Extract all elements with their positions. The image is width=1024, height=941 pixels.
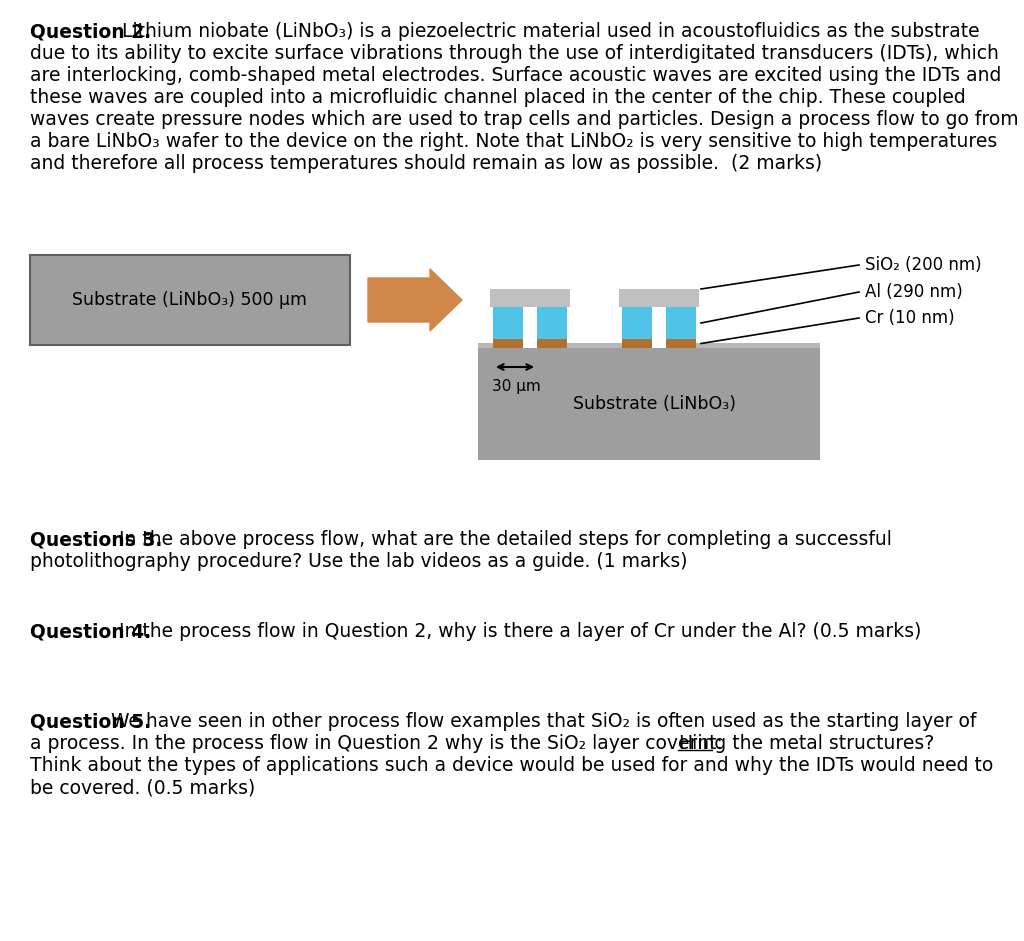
Text: Questions 3.: Questions 3.: [30, 530, 163, 549]
Text: waves create pressure nodes which are used to trap cells and particles. Design a: waves create pressure nodes which are us…: [30, 110, 1019, 129]
Bar: [478, 343, 493, 348]
Bar: [537, 339, 567, 348]
Text: these waves are coupled into a microfluidic channel placed in the center of the : these waves are coupled into a microflui…: [30, 88, 966, 107]
Bar: [696, 343, 820, 348]
Bar: [622, 339, 652, 348]
Text: Question 5.: Question 5.: [30, 712, 152, 731]
Text: Question 2.: Question 2.: [30, 22, 152, 41]
Text: a bare LiNbO₃ wafer to the device on the right. Note that LiNbO₂ is very sensiti: a bare LiNbO₃ wafer to the device on the…: [30, 132, 997, 151]
Bar: [30, 255, 350, 345]
Text: In the above process flow, what are the detailed steps for completing a successf: In the above process flow, what are the …: [113, 530, 892, 549]
Text: Lithium niobate (LiNbO₃) is a piezoelectric material used in acoustofluidics as : Lithium niobate (LiNbO₃) is a piezoelect…: [116, 22, 980, 41]
Text: Hint:: Hint:: [678, 734, 723, 753]
Bar: [490, 289, 570, 307]
Text: Substrate (LiNbO₃): Substrate (LiNbO₃): [573, 395, 736, 413]
Text: In the process flow in Question 2, why is there a layer of Cr under the Al? (0.5: In the process flow in Question 2, why i…: [113, 622, 922, 641]
Text: Cr (10 nm): Cr (10 nm): [865, 309, 954, 327]
Text: due to its ability to excite surface vibrations through the use of interdigitate: due to its ability to excite surface vib…: [30, 44, 998, 63]
Text: a process. In the process flow in Question 2 why is the SiO₂ layer covering the : a process. In the process flow in Questi…: [30, 734, 940, 753]
Bar: [666, 339, 696, 348]
Bar: [493, 339, 523, 348]
FancyArrow shape: [368, 269, 462, 331]
Text: and therefore all process temperatures should remain as low as possible.  (2 mar: and therefore all process temperatures s…: [30, 154, 822, 173]
Bar: [618, 289, 699, 307]
Text: Question 4.: Question 4.: [30, 622, 152, 641]
Text: We have seen in other process flow examples that SiO₂ is often used as the start: We have seen in other process flow examp…: [105, 712, 976, 731]
Bar: [537, 307, 567, 339]
Text: photolithography procedure? Use the lab videos as a guide. (1 marks): photolithography procedure? Use the lab …: [30, 552, 687, 571]
Text: are interlocking, comb-shaped metal electrodes. Surface acoustic waves are excit: are interlocking, comb-shaped metal elec…: [30, 66, 1001, 85]
Text: Al (290 nm): Al (290 nm): [865, 283, 963, 301]
Bar: [567, 343, 622, 348]
Text: Substrate (LiNbO₃) 500 μm: Substrate (LiNbO₃) 500 μm: [73, 291, 307, 309]
Text: be covered. (0.5 marks): be covered. (0.5 marks): [30, 778, 255, 797]
Bar: [493, 307, 523, 339]
Text: SiO₂ (200 nm): SiO₂ (200 nm): [865, 256, 982, 274]
Text: 30 μm: 30 μm: [492, 379, 541, 394]
Bar: [478, 348, 820, 460]
Bar: [666, 307, 696, 339]
Bar: [622, 307, 652, 339]
Text: Think about the types of applications such a device would be used for and why th: Think about the types of applications su…: [30, 756, 993, 775]
